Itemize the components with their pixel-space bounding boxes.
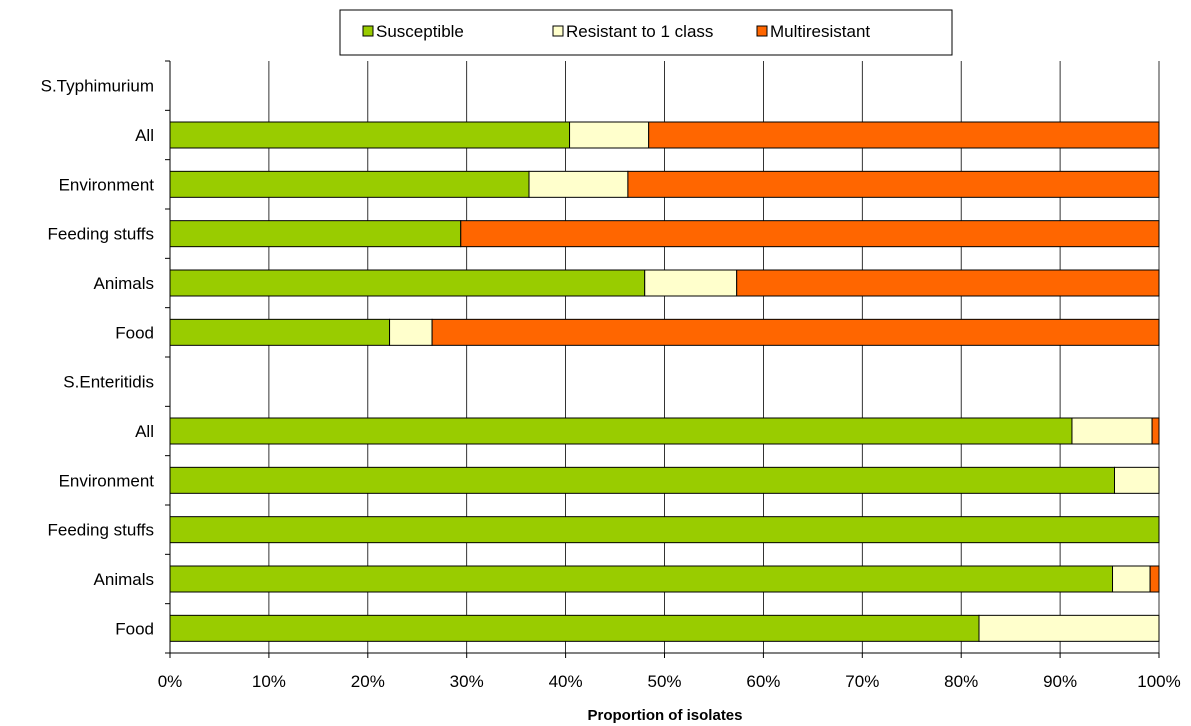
- legend-box: [339, 9, 953, 56]
- bar-segment: [169, 318, 391, 346]
- x-tick-label: 0%: [158, 672, 183, 691]
- category-label: Environment: [59, 175, 155, 194]
- legend-label: Multiresistant: [770, 22, 870, 41]
- bar-segment: [1113, 466, 1160, 494]
- x-tick-label: 50%: [647, 672, 681, 691]
- category-label: S.Enteritidis: [63, 373, 154, 392]
- bar-segment: [431, 318, 1160, 346]
- x-tick-label: 20%: [351, 672, 385, 691]
- bar-segment: [169, 516, 1160, 544]
- bar-segment: [528, 170, 629, 198]
- bar-segment: [1071, 417, 1153, 445]
- bar-segment: [736, 269, 1160, 297]
- bar-segment: [169, 220, 462, 248]
- x-tick-label: 100%: [1137, 672, 1180, 691]
- x-tick-labels: 0% 10% 20% 30% 40% 50% 60% 70% 80% 90% 100%: [158, 672, 1181, 691]
- x-axis-title: Proportion of isolates: [587, 707, 742, 724]
- bar-segment: [1112, 565, 1151, 593]
- bar-segment: [169, 417, 1073, 445]
- x-tick-label: 60%: [746, 672, 780, 691]
- x-tick-label: 90%: [1043, 672, 1077, 691]
- x-tick-label: 70%: [845, 672, 879, 691]
- bar-segment: [648, 121, 1160, 149]
- legend-swatch: [362, 25, 374, 37]
- category-label: All: [135, 126, 154, 145]
- gridlines: [268, 61, 1160, 653]
- x-tick-label: 80%: [944, 672, 978, 691]
- bar-segment: [1151, 417, 1160, 445]
- bar-segment: [644, 269, 738, 297]
- bar-segment: [1149, 565, 1160, 593]
- legend-label: Susceptible: [376, 22, 464, 41]
- x-tick-label: 40%: [549, 672, 583, 691]
- legend-swatch: [756, 25, 768, 37]
- category-label: Animals: [94, 274, 154, 293]
- bars: [169, 121, 1160, 642]
- bar-segment: [169, 565, 1114, 593]
- bar-segment: [169, 121, 571, 149]
- x-tick-label: 10%: [252, 672, 286, 691]
- category-label: All: [135, 422, 154, 441]
- x-tick-label: 30%: [450, 672, 484, 691]
- legend-label: Resistant to 1 class: [566, 22, 713, 41]
- bar-segment: [169, 614, 980, 642]
- bar-segment: [627, 170, 1160, 198]
- category-label: Environment: [59, 471, 155, 490]
- category-labels: S.Typhimurium All Environment Feeding stuff…: [41, 77, 155, 639]
- bar-segment: [169, 269, 646, 297]
- legend: Susceptible Resistant to 1 class Multiresi…: [362, 22, 870, 41]
- category-label: Animals: [94, 570, 154, 589]
- legend-swatch: [552, 25, 564, 37]
- bar-segment: [978, 614, 1160, 642]
- category-label: Food: [115, 323, 154, 342]
- category-label: S.Typhimurium: [41, 77, 154, 96]
- category-label: Feeding stuffs: [48, 225, 154, 244]
- bar-segment: [389, 318, 433, 346]
- bar-segment: [569, 121, 650, 149]
- category-label: Feeding stuffs: [48, 521, 154, 540]
- bar-segment: [460, 220, 1160, 248]
- bar-segment: [169, 466, 1115, 494]
- axes: [165, 60, 1160, 658]
- category-label: Food: [115, 619, 154, 638]
- bar-segment: [169, 170, 530, 198]
